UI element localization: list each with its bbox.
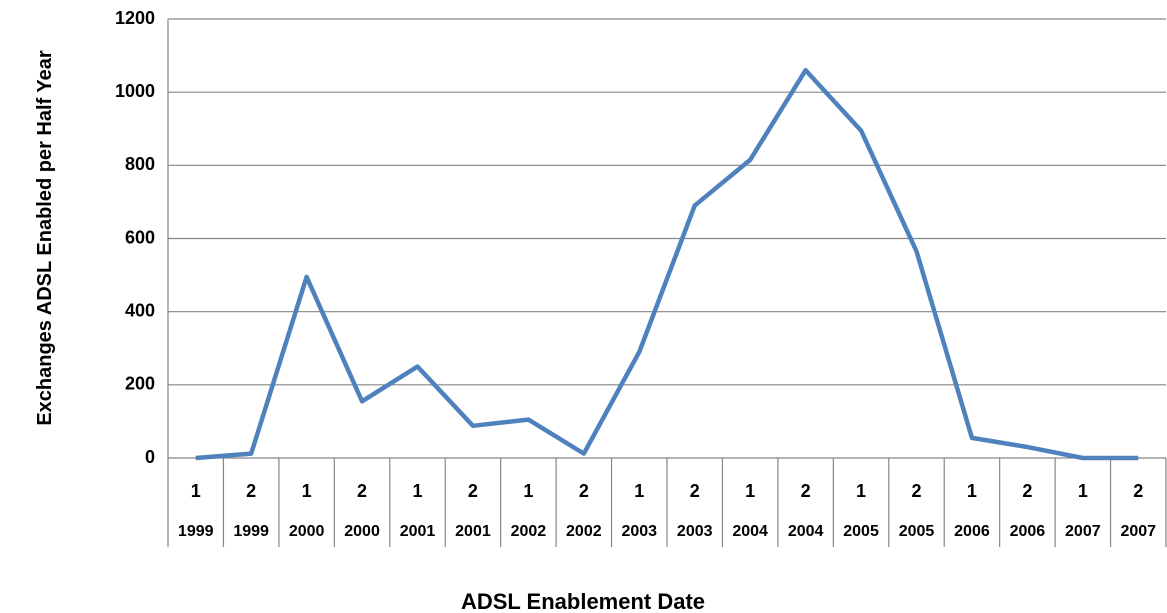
x-group-label: 2006	[954, 523, 990, 540]
x-group-label: 2000	[289, 523, 325, 540]
x-tick-label: 2	[357, 481, 367, 501]
x-tick-label: 2	[801, 481, 811, 501]
y-tick-label: 200	[125, 374, 155, 394]
y-tick-label: 800	[125, 154, 155, 174]
x-tick-label: 1	[634, 481, 644, 501]
x-group-label: 2004	[788, 523, 824, 540]
y-axis-title: Exchanges ADSL Enabled per Half Year	[34, 50, 56, 426]
x-group-label: 2005	[843, 523, 879, 540]
x-tick-label: 2	[1022, 481, 1032, 501]
x-group-label: 1999	[233, 523, 269, 540]
x-group-label: 2004	[732, 523, 768, 540]
x-axis-title: ADSL Enablement Date	[461, 589, 705, 613]
x-group-label: 2007	[1120, 523, 1156, 540]
x-tick-label: 1	[523, 481, 533, 501]
x-tick-label: 2	[690, 481, 700, 501]
x-group-label: 2002	[566, 523, 602, 540]
x-tick-label: 1	[412, 481, 422, 501]
x-tick-label: 1	[1078, 481, 1088, 501]
y-tick-label: 400	[125, 300, 155, 320]
x-group-label: 1999	[178, 523, 214, 540]
x-group-label: 2005	[899, 523, 935, 540]
x-tick-label: 1	[745, 481, 755, 501]
x-group-label: 2007	[1065, 523, 1101, 540]
x-group-label: 2003	[621, 523, 657, 540]
x-tick-label: 1	[856, 481, 866, 501]
x-group-label: 2002	[511, 523, 547, 540]
x-tick-label: 2	[468, 481, 478, 501]
x-group-label: 2001	[455, 523, 491, 540]
x-tick-label: 2	[246, 481, 256, 501]
y-tick-label: 600	[125, 227, 155, 247]
x-tick-label: 2	[911, 481, 921, 501]
x-tick-label: 2	[1133, 481, 1143, 501]
x-group-label: 2001	[400, 523, 436, 540]
data-line	[195, 67, 1139, 461]
y-tick-label: 0	[145, 447, 155, 467]
x-tick-label: 2	[579, 481, 589, 501]
x-tick-label: 1	[302, 481, 312, 501]
x-group-label: 2003	[677, 523, 713, 540]
x-group-label: 2000	[344, 523, 380, 540]
y-tick-label: 1200	[115, 8, 155, 28]
y-tick-label: 1000	[115, 81, 155, 101]
x-group-label: 2006	[1010, 523, 1046, 540]
x-tick-label: 1	[191, 481, 201, 501]
x-tick-label: 1	[967, 481, 977, 501]
